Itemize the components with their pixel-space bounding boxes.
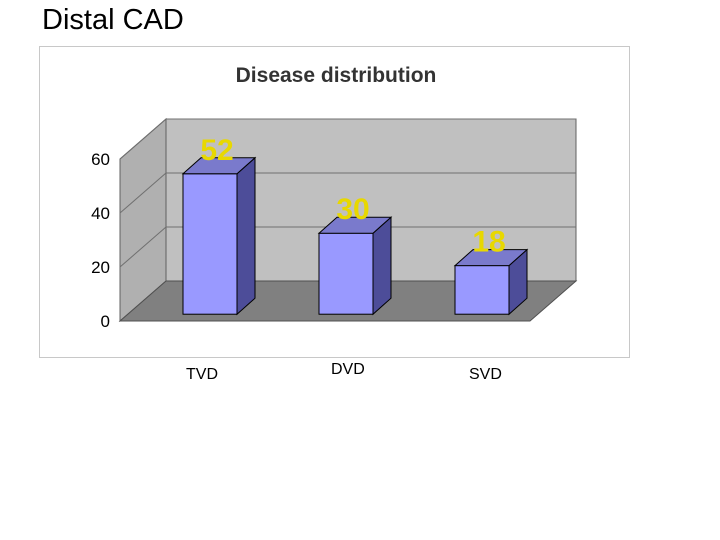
slide-title: Distal CAD [42, 4, 184, 36]
chart-area: Disease distribution 0 20 40 60 52 30 18 [39, 46, 630, 358]
bar-svd-front [454, 265, 510, 315]
bar-dvd-side [372, 216, 392, 316]
chart-plot: Disease distribution 0 20 40 60 52 30 18 [91, 64, 578, 331]
bar-tvd-front [182, 173, 238, 315]
data-label-svd: 18 [472, 226, 505, 259]
y-tick-label: 60 [91, 150, 110, 169]
bar-dvd-front [318, 232, 374, 315]
y-tick-label: 0 [101, 312, 110, 331]
category-label-svd: SVD [469, 366, 502, 383]
bar-tvd-top [181, 157, 257, 175]
bar-dvd-top [317, 216, 393, 234]
gridline-side [119, 118, 167, 160]
y-tick-label: 20 [91, 258, 110, 277]
category-label-dvd: DVD [331, 361, 365, 378]
bar-tvd-side [236, 156, 256, 316]
y-tick-label: 40 [91, 204, 110, 223]
data-label-tvd: 52 [200, 134, 233, 167]
bar-svd-top [453, 249, 529, 267]
chart-title: Disease distribution [236, 64, 437, 87]
category-label-tvd: TVD [186, 366, 218, 383]
gridline-side [119, 172, 167, 214]
data-label-dvd: 30 [336, 193, 369, 226]
gridline-side [119, 226, 167, 268]
